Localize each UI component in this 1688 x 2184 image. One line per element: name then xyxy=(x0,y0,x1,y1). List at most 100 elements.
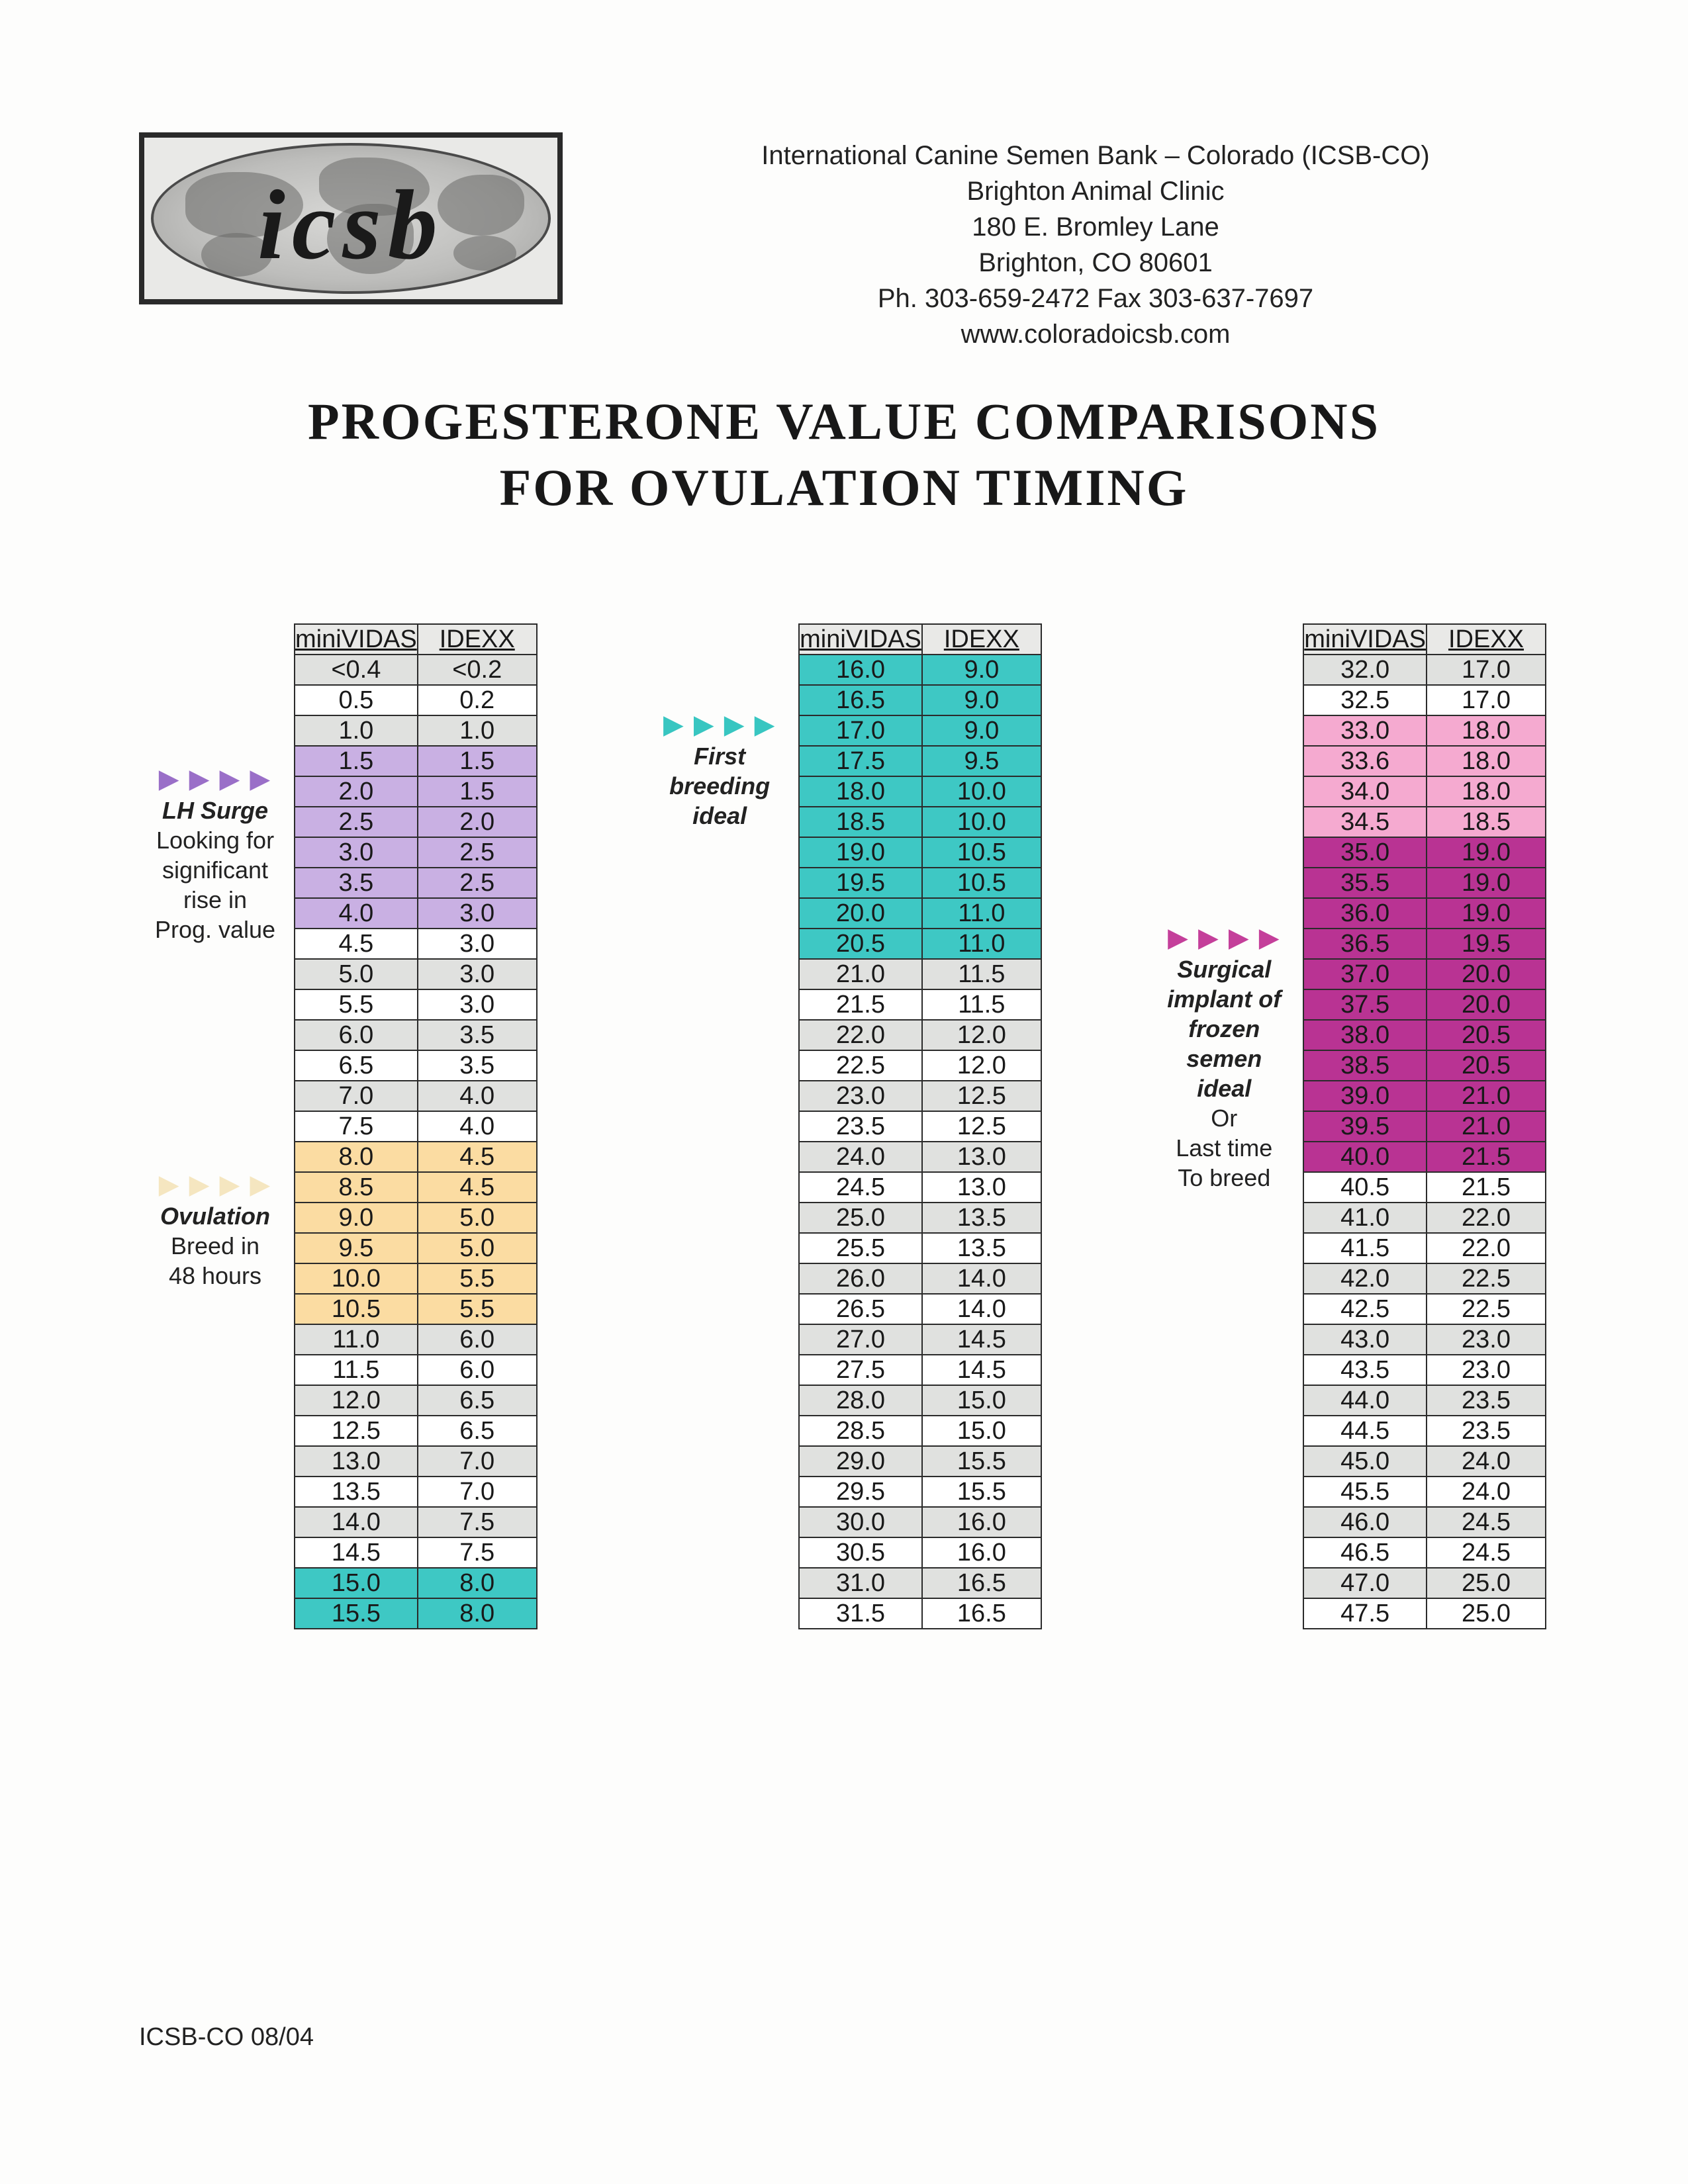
table-cell: 11.5 xyxy=(295,1355,418,1385)
table-cell: 12.0 xyxy=(295,1385,418,1416)
table-row: 43.523.0 xyxy=(1303,1355,1546,1385)
table-cell: 4.0 xyxy=(418,1081,537,1111)
table-cell: 4.0 xyxy=(295,898,418,929)
table-row: 45.024.0 xyxy=(1303,1446,1546,1477)
table-cell: 17.0 xyxy=(1427,685,1546,715)
page-title-line1: PROGESTERONE VALUE COMPARISONS xyxy=(139,392,1549,451)
table-cell: 19.0 xyxy=(1427,898,1546,929)
table-cell: 12.5 xyxy=(295,1416,418,1446)
table-cell: 2.5 xyxy=(295,807,418,837)
annotation-text: 48 hours xyxy=(139,1261,291,1291)
table-cell: 0.5 xyxy=(295,685,418,715)
table-cell: <0.2 xyxy=(418,655,537,685)
arrow-indicator: ▶ ▶ ▶ ▶ xyxy=(1148,921,1300,954)
table-cell: 3.5 xyxy=(418,1050,537,1081)
table-cell: 3.5 xyxy=(295,868,418,898)
table-cell: 27.5 xyxy=(799,1355,922,1385)
table-cell: 38.5 xyxy=(1303,1050,1427,1081)
side-labels-3: ▶ ▶ ▶ ▶Surgicalimplant offrozensemenidea… xyxy=(1148,623,1300,1193)
table-row: 40.521.5 xyxy=(1303,1172,1546,1203)
table-cell: 8.0 xyxy=(418,1568,537,1598)
table-row: 12.56.5 xyxy=(295,1416,537,1446)
table-row: 42.522.5 xyxy=(1303,1294,1546,1324)
table-cell: 14.0 xyxy=(922,1294,1041,1324)
table-cell: 6.5 xyxy=(295,1050,418,1081)
table-row: 34.018.0 xyxy=(1303,776,1546,807)
table-cell: 26.0 xyxy=(799,1263,922,1294)
table-cell: 4.5 xyxy=(418,1142,537,1172)
org-line: International Canine Semen Bank – Colora… xyxy=(642,138,1549,173)
table-row: 15.08.0 xyxy=(295,1568,537,1598)
table-cell: 37.5 xyxy=(1303,989,1427,1020)
table-row: 7.54.0 xyxy=(295,1111,537,1142)
table-row: 9.55.0 xyxy=(295,1233,537,1263)
table-cell: 25.0 xyxy=(1427,1568,1546,1598)
table-row: 11.56.0 xyxy=(295,1355,537,1385)
table-row: 14.07.5 xyxy=(295,1507,537,1537)
table-row: 20.511.0 xyxy=(799,929,1041,959)
table-cell: 25.5 xyxy=(799,1233,922,1263)
table-cell: 10.5 xyxy=(922,837,1041,868)
table-cell: 41.0 xyxy=(1303,1203,1427,1233)
table-row: 4.03.0 xyxy=(295,898,537,929)
table-cell: 13.0 xyxy=(922,1142,1041,1172)
table-cell: 42.5 xyxy=(1303,1294,1427,1324)
table-cell: 36.5 xyxy=(1303,929,1427,959)
table-cell: 19.0 xyxy=(799,837,922,868)
column-block-1: ▶ ▶ ▶ ▶LH SurgeLooking forsignificantris… xyxy=(139,623,540,1629)
table-row: 8.54.5 xyxy=(295,1172,537,1203)
table-cell: 13.0 xyxy=(922,1172,1041,1203)
table-cell: 1.5 xyxy=(418,746,537,776)
table-row: 26.014.0 xyxy=(799,1263,1041,1294)
table-cell: 17.0 xyxy=(799,715,922,746)
table-row: 6.53.5 xyxy=(295,1050,537,1081)
table-row: 37.020.0 xyxy=(1303,959,1546,989)
table-cell: 3.0 xyxy=(418,989,537,1020)
org-line: Ph. 303-659-2472 Fax 303-637-7697 xyxy=(642,281,1549,316)
table-cell: 20.5 xyxy=(799,929,922,959)
table-cell: 5.5 xyxy=(418,1263,537,1294)
table-row: 46.024.5 xyxy=(1303,1507,1546,1537)
table-row: 31.516.5 xyxy=(799,1598,1041,1629)
table-cell: 9.0 xyxy=(922,715,1041,746)
table-row: 20.011.0 xyxy=(799,898,1041,929)
annotation-text: significant xyxy=(139,855,291,885)
table-cell: 24.0 xyxy=(799,1142,922,1172)
table-row: 2.52.0 xyxy=(295,807,537,837)
table-cell: 2.5 xyxy=(418,868,537,898)
table-cell: 29.0 xyxy=(799,1446,922,1477)
table-cell: 23.5 xyxy=(1427,1416,1546,1446)
table-cell: 24.5 xyxy=(1427,1537,1546,1568)
table-cell: 24.0 xyxy=(1427,1446,1546,1477)
table-row: 41.022.0 xyxy=(1303,1203,1546,1233)
table-row: 10.55.5 xyxy=(295,1294,537,1324)
table-row: 44.023.5 xyxy=(1303,1385,1546,1416)
table-cell: 14.5 xyxy=(922,1324,1041,1355)
table-cell: 21.0 xyxy=(1427,1111,1546,1142)
table-cell: 7.0 xyxy=(295,1081,418,1111)
table-row: 3.52.5 xyxy=(295,868,537,898)
table-cell: 16.0 xyxy=(799,655,922,685)
table-cell: 39.0 xyxy=(1303,1081,1427,1111)
table-cell: 21.0 xyxy=(799,959,922,989)
table-cell: 24.0 xyxy=(1427,1477,1546,1507)
table-cell: 17.0 xyxy=(1427,655,1546,685)
table-cell: 14.5 xyxy=(295,1537,418,1568)
logo: icsb xyxy=(139,132,563,304)
table-row: <0.4<0.2 xyxy=(295,655,537,685)
table-row: 10.05.5 xyxy=(295,1263,537,1294)
table-row: 39.521.0 xyxy=(1303,1111,1546,1142)
table-cell: 22.0 xyxy=(1427,1233,1546,1263)
table-row: 32.017.0 xyxy=(1303,655,1546,685)
table-row: 4.53.0 xyxy=(295,929,537,959)
table-cell: 12.0 xyxy=(922,1020,1041,1050)
table-cell: 15.5 xyxy=(295,1598,418,1629)
table-cell: 25.0 xyxy=(799,1203,922,1233)
table-row: 32.517.0 xyxy=(1303,685,1546,715)
table-row: 33.018.0 xyxy=(1303,715,1546,746)
table-row: 14.57.5 xyxy=(295,1537,537,1568)
table-cell: 5.5 xyxy=(295,989,418,1020)
table-cell: 23.5 xyxy=(1427,1385,1546,1416)
table-cell: 11.0 xyxy=(922,929,1041,959)
table-row: 17.59.5 xyxy=(799,746,1041,776)
